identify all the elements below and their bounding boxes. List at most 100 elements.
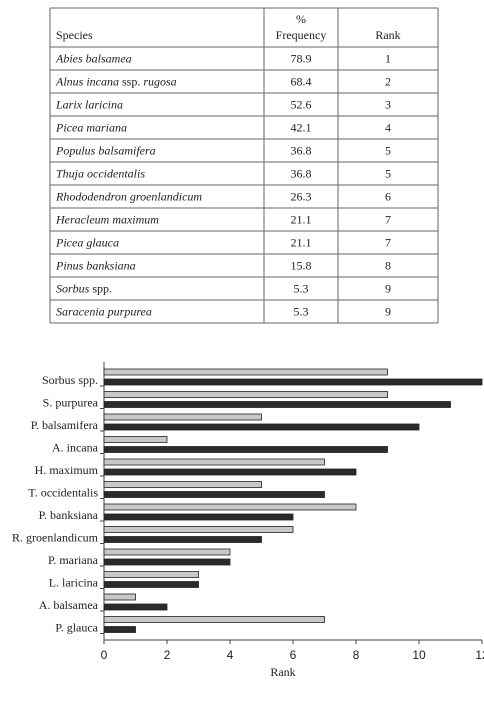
rank-cell: 5: [385, 143, 391, 157]
y-tick-label: P. balsamifera: [31, 418, 99, 432]
y-tick-label: P. glauca: [55, 620, 98, 634]
bar: [103, 603, 168, 611]
bar: [103, 446, 388, 453]
rank-cell: 9: [385, 281, 391, 295]
species-part: Saracenia purpurea: [56, 304, 152, 318]
rank-cell: 9: [385, 304, 391, 318]
species-cell: Pinus banksiana: [55, 258, 136, 272]
bar: [103, 481, 262, 488]
species-part: Sorbus: [56, 281, 90, 295]
x-axis-label: Rank: [270, 665, 295, 679]
frequency-cell: 68.4: [291, 74, 312, 88]
species-part: Thuja occidentalis: [56, 166, 145, 180]
rank-cell: 5: [385, 166, 391, 180]
species-part: Populus balsamifera: [55, 143, 156, 157]
frequency-cell: 5.3: [294, 281, 309, 295]
frequency-cell: 21.1: [291, 212, 312, 226]
frequency-cell: 15.8: [291, 258, 312, 272]
bar: [103, 468, 357, 476]
species-part: Alnus incana: [55, 74, 119, 88]
species-cell: Picea mariana: [55, 120, 127, 134]
frequency-cell: 5.3: [294, 304, 309, 318]
bar: [103, 536, 262, 543]
y-tick-label: P. banksiana: [39, 508, 99, 522]
bar: [103, 491, 325, 498]
species-cell: Thuja occidentalis: [56, 166, 145, 180]
frequency-cell: 21.1: [291, 235, 312, 249]
y-tick-label: A. balsamea: [39, 598, 99, 612]
species-cell: Heracleum maximum: [55, 212, 159, 226]
bar: [103, 558, 231, 566]
frequency-cell: 78.9: [291, 51, 312, 65]
species-part: Abies balsamea: [55, 51, 132, 65]
species-cell: Picea glauca: [55, 235, 119, 249]
x-tick-label: 6: [290, 648, 297, 662]
y-tick-label: T. occidentalis: [28, 485, 98, 499]
rank-cell: 4: [385, 120, 391, 134]
y-tick-label: R. groenlandicum: [12, 530, 99, 544]
x-tick-label: 0: [101, 648, 108, 662]
rank-cell: 1: [385, 51, 391, 65]
frequency-cell: 42.1: [291, 120, 312, 134]
rank-cell: 6: [385, 189, 391, 203]
header-cell: Species: [56, 28, 93, 42]
frequency-cell: 52.6: [291, 97, 312, 111]
species-cell: Abies balsamea: [55, 51, 132, 65]
rank-cell: 8: [385, 258, 391, 272]
bar: [103, 513, 294, 521]
species-part: Picea mariana: [55, 120, 127, 134]
bar: [103, 368, 388, 376]
bar: [103, 378, 483, 386]
rank-cell: 7: [385, 235, 391, 249]
species-part: Rhododendron groenlandicum: [55, 189, 202, 203]
bar: [103, 401, 451, 408]
frequency-cell: 36.8: [291, 166, 312, 180]
y-tick-label: P. mariana: [48, 553, 99, 567]
bar: [103, 571, 199, 578]
header-cell: %: [296, 12, 306, 26]
header-cell: Rank: [375, 28, 400, 42]
species-part: Pinus banksiana: [55, 258, 136, 272]
y-tick-label: L. laricina: [49, 575, 99, 589]
bar: [103, 526, 294, 533]
species-part: ssp.: [119, 74, 143, 88]
species-part: rugosa: [143, 74, 176, 88]
frequency-cell: 36.8: [291, 143, 312, 157]
y-tick-label: A. incana: [52, 440, 99, 454]
x-tick-label: 2: [164, 648, 171, 662]
header-cell: Frequency: [276, 28, 327, 42]
bar: [103, 626, 136, 633]
bar: [103, 503, 357, 511]
bar: [103, 391, 388, 398]
rank-cell: 7: [385, 212, 391, 226]
bar: [103, 458, 325, 466]
y-tick-label: S. purpurea: [43, 395, 99, 409]
x-tick-label: 8: [353, 648, 360, 662]
rank-cell: 2: [385, 74, 391, 88]
species-part: spp.: [89, 281, 112, 295]
bar: [103, 413, 262, 421]
bar: [103, 423, 420, 431]
x-tick-label: 10: [412, 648, 426, 662]
bar: [103, 581, 199, 588]
species-cell: Sorbus spp.: [56, 281, 112, 295]
bar: [103, 548, 231, 556]
rank-cell: 3: [385, 97, 391, 111]
species-cell: Larix laricina: [55, 97, 123, 111]
bar: [103, 616, 325, 623]
species-cell: Alnus incana ssp. rugosa: [55, 74, 177, 88]
y-tick-label: H. maximum: [35, 463, 99, 477]
species-part: Picea glauca: [55, 235, 119, 249]
bar: [103, 436, 168, 443]
bar: [103, 593, 136, 601]
species-cell: Rhododendron groenlandicum: [55, 189, 202, 203]
species-cell: Saracenia purpurea: [56, 304, 152, 318]
species-part: Heracleum maximum: [55, 212, 159, 226]
frequency-cell: 26.3: [291, 189, 312, 203]
y-tick-label: Sorbus spp.: [42, 373, 98, 387]
species-part: Larix laricina: [55, 97, 123, 111]
x-tick-label: 12: [475, 648, 484, 662]
x-tick-label: 4: [227, 648, 234, 662]
